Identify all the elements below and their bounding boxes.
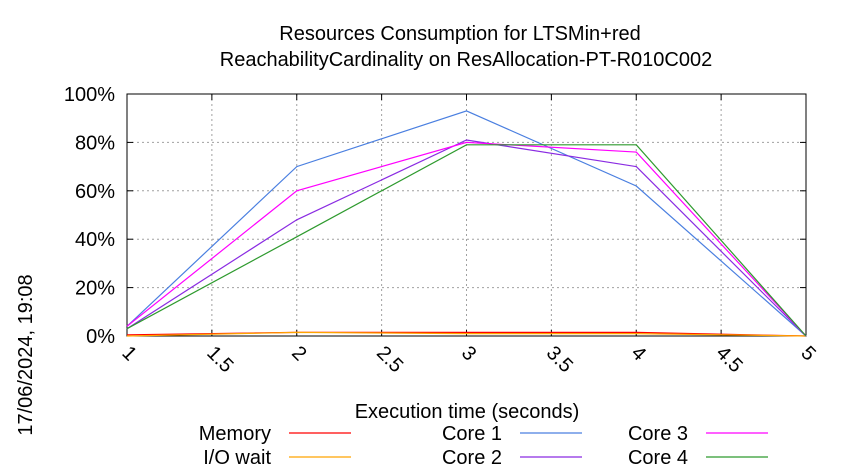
- x-tick-label: 2.5: [372, 342, 407, 377]
- x-tick-label: 4.5: [712, 342, 747, 377]
- legend-label: Core 1: [442, 423, 502, 445]
- series-line-core-3: [126, 141, 807, 337]
- chart-title-line-1: Resources Consumption for LTSMin+red: [279, 23, 640, 45]
- x-tick-label: 3: [457, 342, 480, 365]
- legend-item: Core 4: [628, 447, 768, 469]
- legend-label: I/O wait: [203, 447, 271, 469]
- timestamp-label: 17/06/2024, 19:08: [15, 274, 37, 435]
- y-tick-label: 0%: [86, 326, 115, 348]
- x-tick-label: 4: [627, 342, 650, 365]
- legend-label: Core 2: [442, 447, 502, 469]
- x-tick-label: 3.5: [542, 342, 577, 377]
- series-line-i-o-wait: [126, 331, 807, 337]
- grid: [127, 94, 806, 336]
- legend-item: Memory: [199, 423, 351, 445]
- legend-label: Core 3: [628, 423, 688, 445]
- chart-title-line-2: ReachabilityCardinality on ResAllocation…: [220, 49, 712, 71]
- series-line-core-4: [126, 144, 807, 337]
- x-tick-label: 1.5: [202, 342, 237, 377]
- x-tick-label: 2: [287, 342, 310, 365]
- y-tick-label: 80%: [75, 132, 115, 154]
- y-tick-label: 40%: [75, 229, 115, 251]
- legend-label: Core 4: [628, 447, 688, 469]
- legend-item: Core 3: [628, 423, 768, 445]
- x-axis-label: Execution time (seconds): [355, 401, 580, 423]
- y-tick-label: 60%: [75, 181, 115, 203]
- legend-item: Core 2: [442, 447, 582, 469]
- legend-label: Memory: [199, 423, 271, 445]
- y-tick-label: 100%: [64, 84, 115, 106]
- series-line-core-1: [126, 110, 807, 337]
- x-tick-label: 1: [117, 342, 140, 365]
- legend-item: I/O wait: [203, 447, 351, 469]
- plot-frame: [126, 93, 807, 337]
- series-line-core-2: [126, 139, 807, 337]
- series-lines: [126, 110, 807, 337]
- legend-item: Core 1: [442, 423, 582, 445]
- x-tick-label: 5: [796, 342, 819, 365]
- y-tick-label: 20%: [75, 278, 115, 300]
